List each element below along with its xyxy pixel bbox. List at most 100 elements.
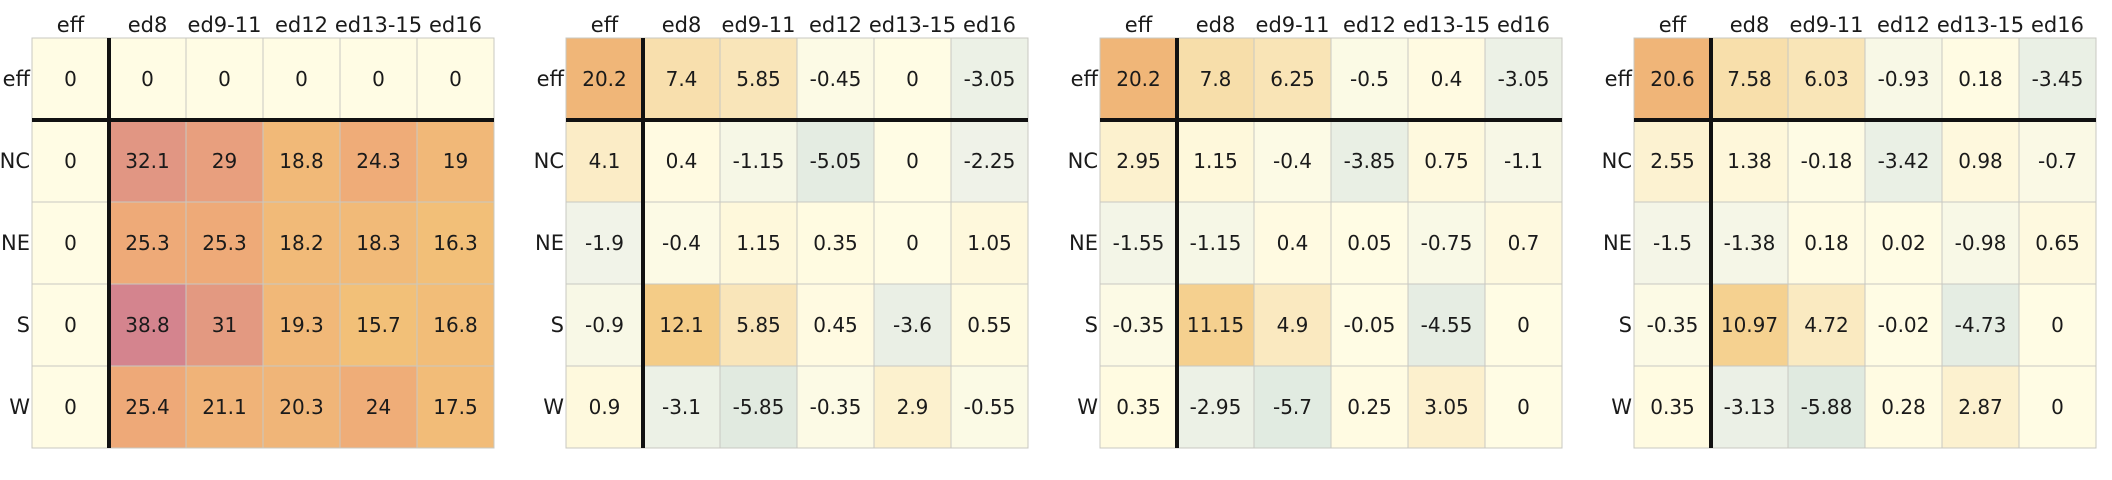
heatmap-cell — [1407, 37, 1486, 121]
cell-value-label: 5.85 — [736, 67, 781, 91]
cell-value-label: 19.3 — [279, 313, 324, 337]
heatmap-cell — [796, 119, 875, 203]
column-tick-label: ed16 — [429, 13, 482, 37]
cell-value-label: 2.87 — [1958, 395, 2003, 419]
heatmap-cell — [339, 201, 418, 285]
cell-value-label: 2.9 — [897, 395, 929, 419]
cell-value-label: 0 — [141, 67, 154, 91]
cell-value-label: -0.05 — [1344, 313, 1396, 337]
cell-value-label: 0 — [64, 149, 77, 173]
cell-value-label: 16.8 — [433, 313, 478, 337]
column-tick-label: eff — [1659, 13, 1687, 37]
cell-value-label: 0.4 — [1277, 231, 1309, 255]
column-tick-label: eff — [1125, 13, 1153, 37]
heatmap-cell — [642, 119, 721, 203]
column-tick-label: ed13-15 — [335, 13, 422, 37]
heatmap-cell — [1407, 119, 1486, 203]
cell-value-label: -0.55 — [964, 395, 1016, 419]
cell-value-label: 0.65 — [2035, 231, 2080, 255]
column-tick-label: eff — [57, 13, 85, 37]
cell-value-label: -2.95 — [1190, 395, 1242, 419]
cell-value-label: -1.38 — [1724, 231, 1776, 255]
cell-value-label: -5.7 — [1273, 395, 1312, 419]
heatmap-cell — [1633, 119, 1712, 203]
cell-value-label: -4.73 — [1955, 313, 2007, 337]
cell-value-label: -1.55 — [1113, 231, 1165, 255]
cell-value-label: -3.45 — [2032, 67, 2084, 91]
cell-value-label: 0 — [449, 67, 462, 91]
heatmap-cell — [1099, 201, 1178, 285]
cell-value-label: 0 — [64, 395, 77, 419]
column-tick-label: ed9-11 — [188, 13, 262, 37]
cell-value-label: -0.75 — [1421, 231, 1473, 255]
heatmap-cell — [950, 283, 1029, 367]
heatmap-cell — [642, 365, 721, 449]
cell-value-label: 0.75 — [1424, 149, 1469, 173]
heatmap-cell — [565, 37, 644, 121]
column-tick-label: ed9-11 — [722, 13, 796, 37]
cell-value-label: 5.85 — [736, 313, 781, 337]
cell-value-label: -0.35 — [810, 395, 862, 419]
column-tick-label: ed9-11 — [1256, 13, 1330, 37]
heatmap-cell — [108, 283, 187, 367]
row-tick-label: W — [1077, 395, 1098, 419]
heatmap-cell — [185, 37, 264, 121]
cell-value-label: 15.7 — [356, 313, 401, 337]
cell-value-label: 0 — [218, 67, 231, 91]
row-tick-label: S — [1619, 313, 1632, 337]
column-tick-label: ed8 — [662, 13, 702, 37]
heatmap-cell — [2018, 365, 2097, 449]
row-tick-label: S — [1085, 313, 1098, 337]
heatmap-cell — [873, 119, 952, 203]
heatmap-cell — [796, 365, 875, 449]
heatmap-cell — [950, 37, 1029, 121]
heatmap-cell — [1099, 283, 1178, 367]
cell-value-label: -1.5 — [1653, 231, 1692, 255]
cell-value-label: -4.55 — [1421, 313, 1473, 337]
cell-value-label: 17.5 — [433, 395, 478, 419]
cell-value-label: 0.02 — [1881, 231, 1926, 255]
cell-value-label: 0 — [64, 313, 77, 337]
cell-value-label: 1.15 — [1193, 149, 1238, 173]
cell-value-label: 20.2 — [1116, 67, 1161, 91]
cell-value-label: -0.18 — [1801, 149, 1853, 173]
cell-value-label: -0.7 — [2038, 149, 2077, 173]
row-tick-label: NC — [0, 149, 30, 173]
column-tick-label: ed12 — [1877, 13, 1930, 37]
heatmap-cell — [642, 283, 721, 367]
column-tick-label: ed8 — [128, 13, 168, 37]
cell-value-label: 25.3 — [125, 231, 170, 255]
cell-value-label: -1.9 — [585, 231, 624, 255]
heatmap-cell — [1407, 283, 1486, 367]
cell-value-label: 6.25 — [1270, 67, 1315, 91]
cell-value-label: 0.18 — [1804, 231, 1849, 255]
heatmap-cell — [262, 201, 341, 285]
heatmap-cell — [1330, 365, 1409, 449]
heatmap-cell — [262, 37, 341, 121]
cell-value-label: 24 — [366, 395, 391, 419]
heatmap-panel-4: 20.6 7.58 6.03 -0.93 0.18 -3.45 2.55 1.38 -0.18 -… — [1602, 13, 2097, 449]
heatmap-cell — [719, 365, 798, 449]
cell-value-label: -0.5 — [1350, 67, 1389, 91]
cell-value-label: 1.38 — [1727, 149, 1772, 173]
cell-value-label: 20.2 — [582, 67, 627, 91]
cell-value-label: -3.85 — [1344, 149, 1396, 173]
cell-value-label: 7.4 — [666, 67, 698, 91]
cell-value-label: 0 — [372, 67, 385, 91]
column-tick-label: ed16 — [963, 13, 1016, 37]
heatmap-cell — [1484, 201, 1563, 285]
cell-value-label: 38.8 — [125, 313, 170, 337]
cell-value-label: -5.85 — [733, 395, 785, 419]
heatmap-cell — [1864, 201, 1943, 285]
heatmap-cell — [1099, 37, 1178, 121]
heatmap-cell — [1484, 119, 1563, 203]
column-tick-label: eff — [591, 13, 619, 37]
row-tick-label: NE — [1, 231, 30, 255]
heatmap-cell — [1941, 365, 2020, 449]
row-tick-label: eff — [1605, 67, 1633, 91]
cell-value-label: 0.55 — [967, 313, 1012, 337]
heatmap-cell — [31, 283, 110, 367]
cell-value-label: -1.1 — [1504, 149, 1543, 173]
cell-value-label: 16.3 — [433, 231, 478, 255]
cell-value-label: 0 — [1517, 313, 1530, 337]
